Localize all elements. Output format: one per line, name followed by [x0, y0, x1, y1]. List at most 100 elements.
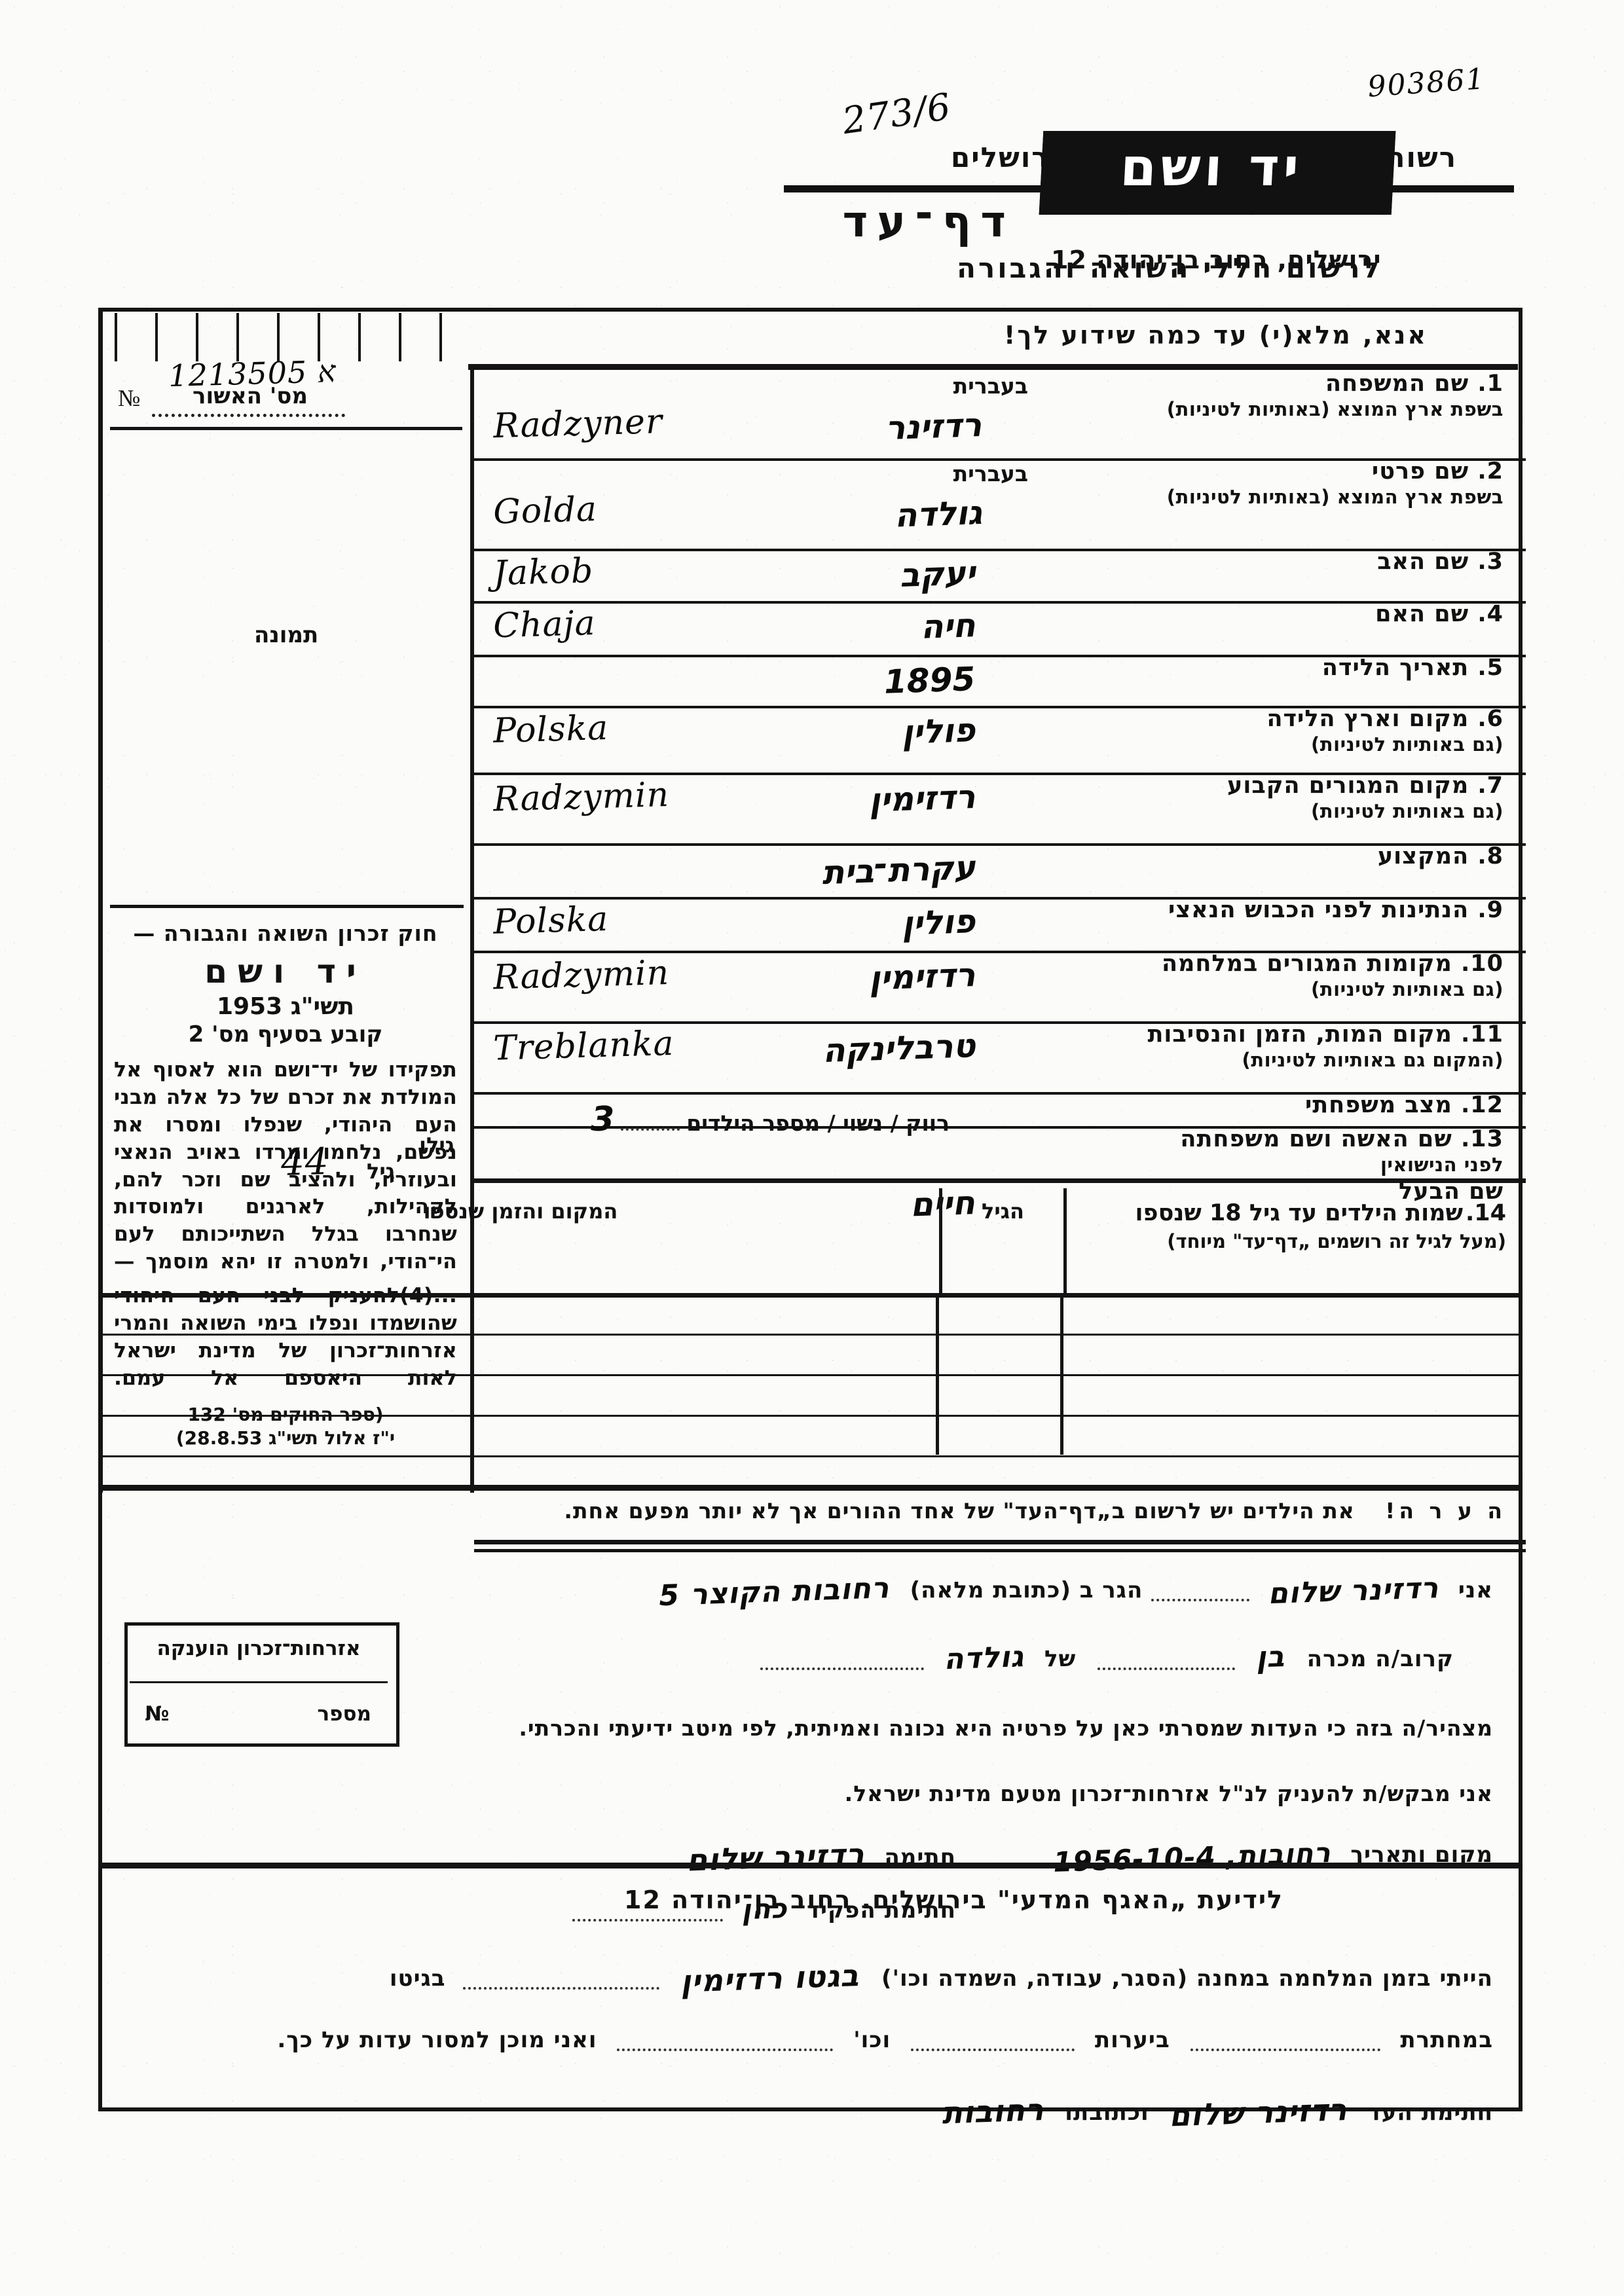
field-value-latin: Polska [492, 708, 610, 751]
section14-number: 14. [1465, 1200, 1506, 1226]
law-source-citation: (ספר החוקים מס' 132 י"ז אלול תשי"ג 28.8.… [175, 1403, 396, 1449]
field-label: 8. המקצוע [1048, 843, 1519, 869]
war-location-value: בגטו רדזימין [680, 1958, 860, 1999]
witness-signature-label: חתימת העד [1367, 2100, 1493, 2126]
hebrew-script-tag: בעברית [953, 461, 1028, 486]
field-label-text: הנתינות לפני הכבוש הנאצי [1168, 897, 1469, 923]
note-text: את הילדים יש לרשום ב„דף־העד" של אחד ההור… [564, 1498, 1355, 1523]
form-row[interactable]: 2. שם פרטי בשפת ארץ המוצא (באותיות לטיניו… [474, 458, 1526, 551]
archive-number-handwritten: 903861 [1366, 62, 1486, 104]
witness-ready-text: ואני מוכן למסור עדות על כך. [277, 2027, 597, 2053]
field-sublabel: (גם באותיות לטיניות) [1311, 978, 1504, 1000]
field-label: 11. מקום המות, הזמן והנסיבות (המקום גם בא… [1048, 1021, 1519, 1071]
underground-label: במחתרת [1400, 2027, 1493, 2053]
field-number: 9. [1477, 897, 1504, 923]
field-label-text: תאריך הלידה [1321, 655, 1469, 681]
field-sublabel: (גם באותיות לטיניות) [1311, 733, 1504, 756]
field-number: 1. [1477, 371, 1504, 397]
witness-signature-value: רדזינר שלום [1168, 2092, 1348, 2134]
certificate-number-dots [152, 414, 345, 417]
field-number: 3. [1477, 549, 1504, 575]
children-table-body[interactable] [102, 1293, 1522, 1457]
form-row[interactable]: 5. תאריך הלידה 1895 [474, 655, 1526, 708]
underground-line: במחתרת ביערות וכו' ואני מוכן למסור עדות … [277, 2026, 1493, 2053]
form-row[interactable]: 6. מקום וארץ הלידה (גם באותיות לטיניות) פו… [474, 706, 1526, 775]
field-label-text: שם פרטי [1371, 458, 1469, 484]
declaration-residing-label: הגר ב (כתובת מלאה) [910, 1577, 1143, 1603]
field-number: 10. [1460, 951, 1504, 977]
tick-marks [115, 313, 442, 364]
field-value-hebrew: חיה [919, 606, 976, 646]
column-header-age: הגיל [939, 1188, 1063, 1293]
form-instruction: אנא, מלא(י) עד כמה שידוע לך! [1004, 321, 1428, 350]
field-label-text: שם הבעל [1399, 1178, 1504, 1205]
field-label: 10. מקומות המגורים במלחמה (גם באותיות לטי… [1048, 951, 1519, 1000]
field-label: 12. מצב משפחתי [1048, 1092, 1519, 1118]
law-body-text: תפקידו של יד־ושם הוא לאסוף אל המולדת את … [114, 1058, 457, 1274]
marital-status-options[interactable]: רווק / נשוי / מספר הילדים 3 [591, 1100, 950, 1139]
declaration-of-label: של [1044, 1646, 1077, 1672]
scientific-dept-heading: לידיעת „האגף המדעי" בירושלים. רחוב בן־יה… [624, 1886, 1283, 1914]
organization-address: ירושלים, רחוב בן־יהודה 12 [1051, 246, 1382, 274]
field-sublabel: בשפת ארץ המוצא (באותיות לטיניות) [1166, 398, 1504, 420]
law-clause-text: ...(4)להעניק לבני העם היהודי שהושמדו ונפ… [114, 1284, 457, 1390]
field-value-latin: Radzyner [492, 402, 663, 446]
field-value-hebrew: רדזינר [885, 406, 982, 448]
field-value-hebrew: יעקב [898, 554, 976, 595]
declaration-relation-label: קרוב/ה מכרה [1306, 1646, 1454, 1672]
declaration-statement: מצהיר/ה בזה כי העדות שמסרתי כאן על פרטיה… [519, 1715, 1493, 1741]
field-value-hebrew: רדזימין [868, 956, 976, 998]
field-label: 1. שם המשפחה בשפת ארץ המוצא (באותיות לטינ… [1048, 371, 1519, 420]
field-value-latin: Radzymin [492, 953, 670, 998]
citizenship-granted-box [124, 1622, 399, 1747]
citizenship-number-row: № מספר [134, 1702, 383, 1726]
form-row[interactable]: 12. מצב משפחתי [474, 1092, 1526, 1129]
label-value-divider [470, 367, 474, 1493]
field-number: 6. [1477, 706, 1504, 732]
declaration-rule-top [474, 1540, 1526, 1544]
law-panel-rule [110, 905, 464, 908]
form-subtitle: לרשום חללי השואה והגבורה [957, 252, 1382, 284]
certificate-number-box [110, 364, 462, 430]
field-label: 6. מקום וארץ הלידה (גם באותיות לטיניות) [1048, 706, 1519, 756]
field-label-text: מצב משפחתי [1304, 1092, 1452, 1118]
field-label-text: מקומות המגורים במלחמה [1162, 951, 1452, 977]
field-label: 3. שם האב [1048, 549, 1519, 575]
form-row[interactable]: 7. מקום המגורים הקבוע (גם באותיות לטיניות… [474, 773, 1526, 846]
law-heading: חוק זכרון השואה והגבורה — [133, 920, 438, 946]
children-count-value: 3 [591, 1100, 615, 1139]
field-value-hebrew: פולין [900, 902, 976, 943]
form-row[interactable]: 1. שם המשפחה בשפת ארץ המוצא (באותיות לטינ… [474, 371, 1526, 461]
number-sign-icon: № [118, 385, 141, 411]
citizenship-number-label: מספר [317, 1702, 371, 1726]
declaration-line-1: אני רדזינר שלום הגר ב (כתובת מלאה) רחובו… [648, 1571, 1493, 1613]
children-table: 14. שמות הילדים עד גיל 18 שנספו (מעל לגי… [102, 1188, 1522, 1493]
field-label: 7. מקום המגורים הקבוע (גם באותיות לטיניות… [1048, 773, 1519, 822]
field-value-hebrew: פולין [900, 711, 976, 752]
form-row[interactable]: 8. המקצוע עקרת־בית [474, 843, 1526, 900]
field-value-latin: Treblanka [492, 1024, 675, 1068]
marital-options-text: רווק / נשוי / מספר הילדים [686, 1110, 950, 1136]
law-section: קובע בסעיף מס' 2 [188, 1021, 383, 1048]
field-label-text: מקום המות, הזמן והנסיבות [1147, 1021, 1452, 1048]
certificate-number-label: מס' האשור [193, 383, 308, 409]
form-row[interactable]: 3. שם האב יעקב Jakob [474, 549, 1526, 604]
field-value-hebrew: רדזימין [868, 778, 976, 820]
officer-signature-label: חתימת הפקיד [806, 1897, 956, 1923]
etc-label: וכו' [853, 2027, 891, 2053]
field-value-latin: Golda [492, 490, 598, 532]
form-row[interactable]: שם הבעל חיים [474, 1178, 1526, 1224]
declarant-name-value: רדזינר שלום [1267, 1571, 1439, 1611]
field-value-latin: Polska [492, 900, 610, 942]
form-row[interactable]: 10. מקומות המגורים במלחמה (גם באותיות לטי… [474, 951, 1526, 1024]
subject-name-value: גולדה [942, 1640, 1025, 1677]
page-title: דף־עד [842, 196, 1015, 247]
form-row[interactable]: 4. שם האם חיה Chaja [474, 601, 1526, 657]
form-row[interactable]: 11. מקום המות, הזמן והנסיבות (המקום גם בא… [474, 1021, 1526, 1095]
witness-address-label: וכתובתו [1065, 2100, 1149, 2126]
law-year: תשי"ג 1953 [216, 993, 355, 1020]
form-row[interactable]: 9. הנתינות לפני הכבוש הנאצי פולין Polska [474, 897, 1526, 953]
field-value-hebrew: עקרת־בית [821, 848, 976, 892]
field-label-text: המקצוע [1377, 843, 1469, 869]
field-value-latin: Radzymin [492, 775, 670, 820]
